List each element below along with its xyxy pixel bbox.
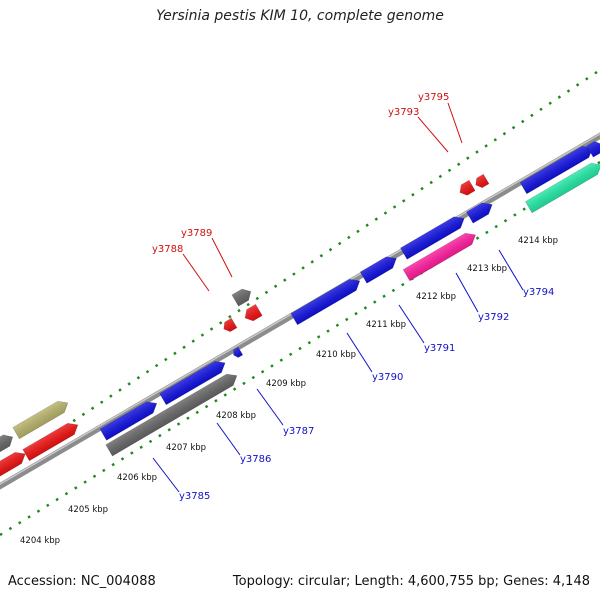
gene-callouts: y3788 y3789 y3793 y3795 y3785 y3786 y3787 y3790… bbox=[152, 92, 554, 502]
lower-tick-track bbox=[0, 160, 600, 537]
label-y3792: y3792 bbox=[478, 312, 509, 323]
label-y3786-leader bbox=[216, 422, 241, 456]
gene-y3797 bbox=[586, 140, 600, 158]
label-y3789-leader bbox=[211, 237, 233, 278]
scale-label: 4209 kbp bbox=[266, 379, 306, 389]
label-y3791-leader bbox=[398, 304, 425, 344]
label-y3788-leader bbox=[182, 253, 210, 292]
label-y3785-leader bbox=[152, 457, 180, 493]
gene-y3790 bbox=[290, 278, 361, 326]
accession-text: Accession: NC_004088 bbox=[8, 574, 156, 589]
label-y3795-leader bbox=[447, 102, 463, 144]
gene-y3792 bbox=[400, 216, 465, 260]
scale-label: 4214 kbp bbox=[518, 236, 558, 246]
gene-olive bbox=[12, 400, 69, 440]
label-y3790: y3790 bbox=[372, 372, 403, 383]
gene-teal bbox=[525, 162, 600, 214]
gene-features bbox=[0, 140, 600, 481]
label-y3786: y3786 bbox=[240, 454, 271, 465]
genome-title: Yersinia pestis KIM 10, complete genome bbox=[156, 8, 444, 24]
scale-labels: 4204 kbp 4205 kbp 4206 kbp 4207 kbp 4208 kbp… bbox=[20, 236, 558, 546]
gene-pink bbox=[402, 232, 476, 282]
scale-label: 4213 kbp bbox=[467, 264, 507, 274]
scale-label: 4204 kbp bbox=[20, 536, 60, 546]
scale-label: 4210 kbp bbox=[316, 350, 356, 360]
gene-y3789-red bbox=[244, 303, 263, 322]
gene-y3785 bbox=[99, 401, 158, 441]
label-y3794-leader bbox=[498, 249, 524, 291]
label-y3793-leader bbox=[417, 116, 449, 153]
gene-y3789 bbox=[231, 288, 252, 307]
gene-y3795 bbox=[475, 173, 490, 188]
gene-tiny-blue bbox=[233, 346, 244, 358]
label-y3791: y3791 bbox=[424, 343, 455, 354]
label-y3785: y3785 bbox=[179, 491, 210, 502]
label-y3793: y3793 bbox=[388, 107, 419, 118]
gene-y3788 bbox=[223, 317, 238, 332]
label-y3792-leader bbox=[455, 272, 479, 313]
gene-y3793 bbox=[459, 179, 476, 196]
gene-red-left-2 bbox=[0, 452, 26, 481]
scale-label: 4205 kbp bbox=[68, 505, 108, 515]
scale-label: 4212 kbp bbox=[416, 292, 456, 302]
scale-label: 4211 kbp bbox=[366, 320, 406, 330]
scale-label: 4207 kbp bbox=[166, 443, 206, 453]
scale-label: 4208 kbp bbox=[216, 411, 256, 421]
topology-summary: Topology: circular; Length: 4,600,755 bp… bbox=[232, 574, 590, 589]
label-y3787: y3787 bbox=[283, 426, 314, 437]
gene-gray-left bbox=[0, 434, 14, 454]
label-y3790-leader bbox=[346, 332, 373, 373]
gene-y3791 bbox=[359, 256, 397, 284]
label-y3787-leader bbox=[256, 388, 284, 426]
gene-y3786 bbox=[105, 373, 238, 457]
label-y3788: y3788 bbox=[152, 244, 183, 255]
label-y3795: y3795 bbox=[418, 92, 449, 103]
label-y3794: y3794 bbox=[523, 287, 554, 298]
scale-label: 4206 kbp bbox=[117, 473, 157, 483]
gene-y3794 bbox=[466, 202, 493, 224]
upper-tick-track bbox=[0, 68, 600, 472]
gene-y3787 bbox=[159, 360, 226, 406]
label-y3789: y3789 bbox=[181, 228, 212, 239]
gene-red-left bbox=[22, 422, 79, 462]
